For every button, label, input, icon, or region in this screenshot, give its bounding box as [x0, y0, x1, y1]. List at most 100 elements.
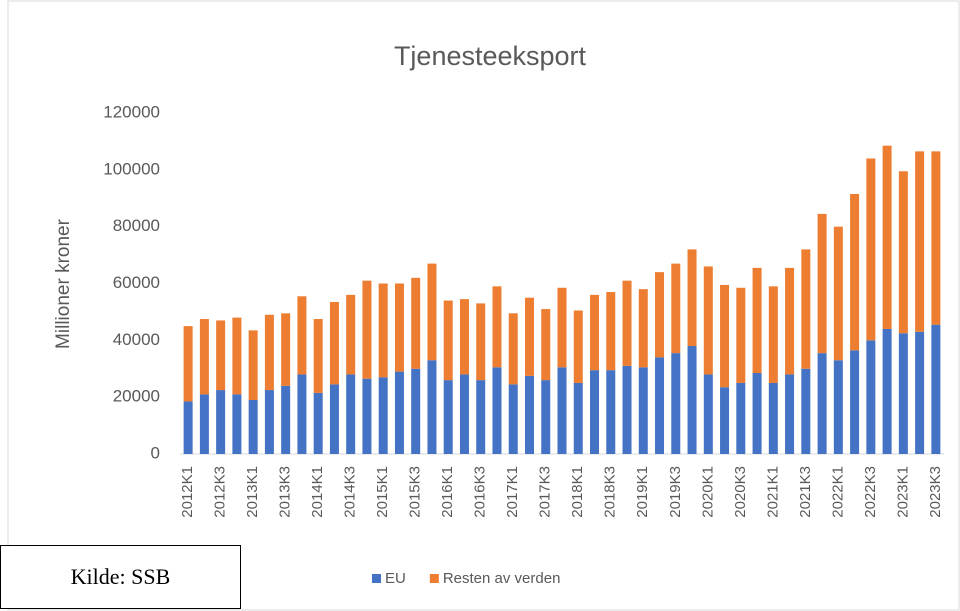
- bar-segment: [801, 368, 811, 454]
- bar-segment: [720, 284, 730, 388]
- bar-segment: [346, 374, 356, 454]
- bar-segment: [671, 263, 681, 354]
- bar-segment: [492, 367, 502, 454]
- bar-segment: [362, 280, 372, 379]
- y-tick-label: 120000: [103, 102, 160, 121]
- x-tick-label: 2017K3: [537, 466, 554, 518]
- bar-segment: [281, 313, 291, 386]
- bar-segment: [443, 380, 453, 454]
- bar-segment: [216, 390, 226, 454]
- bar-segment: [199, 319, 209, 395]
- x-tick-label: 2020K1: [699, 466, 716, 518]
- bar-segment: [720, 387, 730, 454]
- bar-segment: [199, 394, 209, 454]
- bar-segment: [329, 301, 339, 385]
- bar-segment: [216, 320, 226, 391]
- y-tick-label: 20000: [113, 387, 160, 406]
- bar-segment: [492, 286, 502, 368]
- bar-segment: [248, 330, 258, 401]
- bar-segment: [427, 360, 437, 454]
- x-tick-label: 2021K1: [764, 466, 781, 518]
- bar-segment: [687, 249, 697, 347]
- x-tick-label: 2020K3: [732, 466, 749, 518]
- bar-segment: [606, 370, 616, 454]
- x-tick-label: 2012K1: [179, 466, 196, 518]
- bar-segment: [297, 374, 307, 454]
- bar-segment: [752, 373, 762, 454]
- bar-segment: [346, 294, 356, 375]
- legend-swatch: [372, 574, 381, 583]
- x-tick-label: 2013K3: [277, 466, 294, 518]
- bar-segment: [264, 314, 274, 391]
- bar-segment: [590, 370, 600, 454]
- bar-segment: [281, 385, 291, 454]
- bar-segment: [638, 367, 648, 454]
- x-tick-label: 2013K1: [244, 466, 261, 518]
- bar-segment: [833, 226, 843, 361]
- x-tick-label: 2021K3: [797, 466, 814, 518]
- bar-segment: [915, 151, 925, 332]
- y-tick-label: 100000: [103, 159, 160, 178]
- x-tick-label: 2014K1: [309, 466, 326, 518]
- bar-segment: [232, 394, 242, 454]
- bar-segment: [264, 390, 274, 454]
- bar-segment: [573, 310, 583, 383]
- bar-segment: [411, 368, 421, 454]
- bar-segment: [622, 280, 632, 366]
- bar-segment: [378, 283, 388, 378]
- bar-segment: [768, 382, 778, 454]
- bar-segment: [508, 313, 518, 385]
- bar-segment: [785, 267, 795, 375]
- bar-segment: [476, 303, 486, 381]
- bar-segment: [313, 319, 323, 393]
- bar-segment: [931, 151, 941, 325]
- bar-segment: [508, 384, 518, 454]
- x-tick-label: 2022K1: [829, 466, 846, 518]
- bar-segment: [736, 287, 746, 383]
- bar-segment: [557, 287, 567, 368]
- bar-segment: [411, 277, 421, 369]
- legend-swatch: [429, 574, 439, 583]
- x-tick-label: 2012K3: [212, 466, 229, 518]
- bar-segment: [882, 145, 892, 329]
- bar-segment: [573, 382, 583, 454]
- y-tick-label: 40000: [113, 330, 160, 349]
- bar-segment: [898, 333, 908, 454]
- bar-segment: [394, 371, 404, 454]
- bar-segment: [687, 346, 697, 454]
- bar-segment: [541, 380, 551, 454]
- bar-segment: [703, 266, 713, 375]
- bar-segment: [183, 326, 193, 402]
- bar-segment: [768, 286, 778, 383]
- bar-segment: [459, 374, 469, 454]
- bar-segment: [801, 249, 811, 369]
- x-tick-label: 2019K3: [667, 466, 684, 518]
- bar-segment: [297, 296, 307, 375]
- bar-segment: [817, 353, 827, 454]
- bar-segment: [655, 357, 665, 454]
- bar-segment: [703, 374, 713, 454]
- bar-segment: [898, 171, 908, 334]
- y-tick-label: 80000: [113, 216, 160, 235]
- x-tick-label: 2017K1: [504, 466, 521, 518]
- bar-segment: [931, 324, 941, 454]
- x-tick-label: 2022K3: [862, 466, 879, 518]
- bar-segment: [785, 374, 795, 454]
- bar-segment: [541, 309, 551, 381]
- bar-segment: [736, 382, 746, 454]
- y-tick-label: 60000: [113, 273, 160, 292]
- bar-segment: [866, 158, 876, 341]
- bar-segment: [752, 267, 762, 374]
- bar-segment: [590, 294, 600, 371]
- x-tick-label: 2016K3: [472, 466, 489, 518]
- bar-segment: [183, 401, 193, 454]
- bar-segment: [606, 292, 616, 371]
- bar-segment: [882, 328, 892, 454]
- y-tick-label: 0: [151, 443, 160, 462]
- bar-segment: [638, 289, 648, 368]
- x-tick-label: 2018K3: [602, 466, 619, 518]
- x-tick-label: 2018K1: [569, 466, 586, 518]
- bar-segment: [833, 360, 843, 454]
